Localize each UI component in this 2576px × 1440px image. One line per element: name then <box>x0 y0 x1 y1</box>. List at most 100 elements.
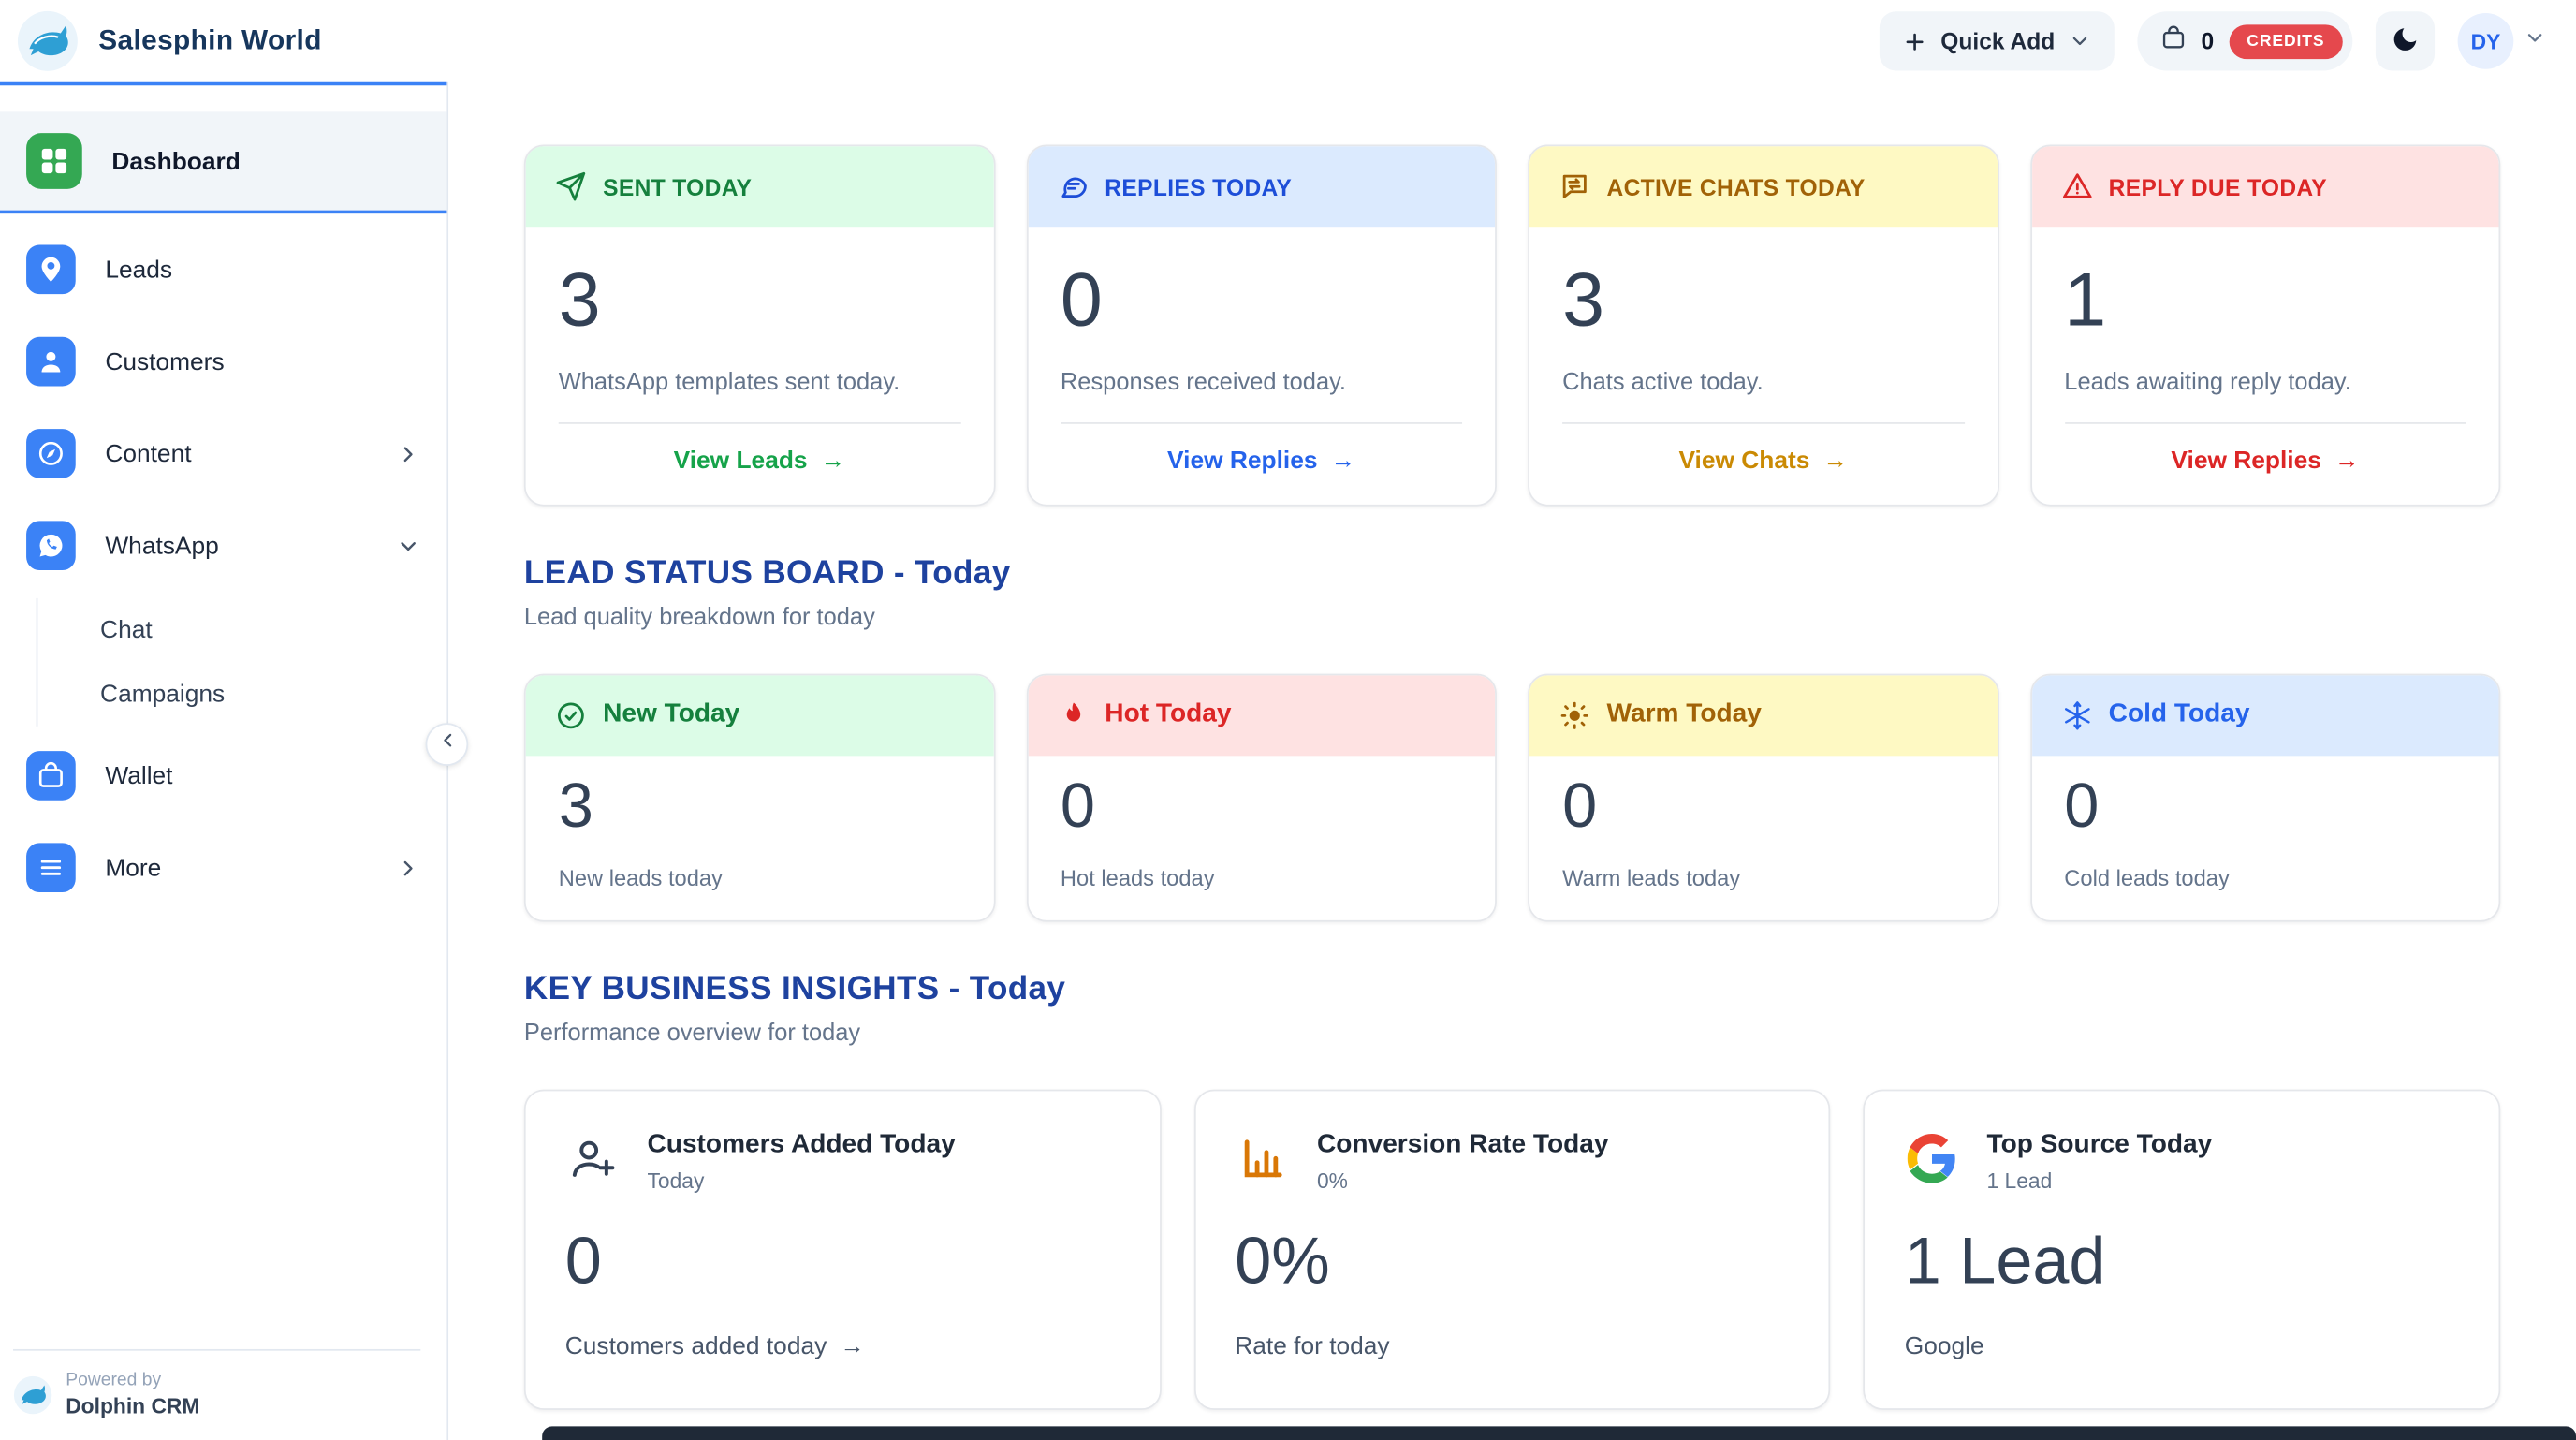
view-chats-link[interactable]: View Chats → <box>1562 447 1964 475</box>
insight-footer-label: Rate for today <box>1235 1332 1390 1361</box>
sidebar-item-wallet[interactable]: Wallet <box>0 736 446 815</box>
stat-card-active-chats-today: ACTIVE CHATS TODAY 3 Chats active today.… <box>1528 144 1999 507</box>
insight-footer-label: Google <box>1904 1332 1984 1361</box>
header-actions: Quick Add 0 CREDITS DY <box>1880 11 2547 71</box>
credits-pill[interactable]: 0 CREDITS <box>2137 11 2353 71</box>
insight-cards-row: Customers Added Today Today 0 Customers … <box>523 1089 2501 1410</box>
insight-footer-label: Customers added today <box>564 1332 827 1361</box>
dashboard-grid-icon <box>26 133 82 189</box>
view-leads-link[interactable]: View Leads → <box>559 447 960 475</box>
sidebar-item-label: WhatsApp <box>105 531 219 560</box>
sidebar-item-whatsapp[interactable]: WhatsApp <box>0 507 446 585</box>
link-label: View Replies <box>2171 447 2321 476</box>
footer-bar <box>542 1426 2576 1440</box>
stat-description: Chats active today. <box>1562 369 1764 396</box>
arrow-right-icon: → <box>820 447 845 476</box>
status-caption: Warm leads today <box>1562 865 1741 891</box>
insight-card-top-source: Top Source Today 1 Lead 1 Lead Google <box>1863 1089 2501 1410</box>
chevron-left-icon <box>436 729 458 759</box>
view-replies-due-link[interactable]: View Replies → <box>2064 447 2466 475</box>
whatsapp-submenu: Chat Campaigns <box>36 597 447 727</box>
sidebar-item-content[interactable]: Content <box>0 414 446 492</box>
insight-heading: Top Source Today 1 Lead <box>1986 1130 2212 1193</box>
insight-card-conversion-rate: Conversion Rate Today 0% 0% Rate for tod… <box>1193 1089 1831 1410</box>
avatar: DY <box>2457 13 2514 69</box>
arrow-right-icon: → <box>1822 447 1848 476</box>
user-menu[interactable]: DY <box>2457 13 2547 69</box>
sidebar-footer: Powered by Dolphin CRM <box>13 1348 421 1418</box>
insight-value: 1 Lead <box>1904 1226 2106 1299</box>
status-card-hot-today: Hot Today 0 Hot leads today <box>1026 673 1497 922</box>
insight-card-customers-added: Customers Added Today Today 0 Customers … <box>523 1089 1162 1410</box>
sidebar-item-label: More <box>105 853 162 882</box>
status-title: Warm Today <box>1606 700 1762 729</box>
person-plus-icon <box>565 1130 622 1186</box>
link-label: View Chats <box>1678 447 1810 476</box>
status-caption: Cold leads today <box>2064 865 2230 891</box>
whatsapp-icon <box>26 521 76 571</box>
status-value: 0 <box>1060 771 1096 842</box>
stat-card-reply-due-today: REPLY DUE TODAY 1 Leads awaiting reply t… <box>2029 144 2501 507</box>
sidebar-item-leads[interactable]: Leads <box>0 230 446 309</box>
sidebar-item-chat[interactable]: Chat <box>100 616 153 644</box>
app-title: Salesphin World <box>98 24 322 56</box>
status-caption: New leads today <box>558 865 723 891</box>
chevron-down-icon <box>2068 30 2091 53</box>
stat-card-replies-today: REPLIES TODAY 0 Responses received today… <box>1026 144 1497 507</box>
insight-footer-text: Rate for today <box>1235 1332 1790 1360</box>
wallet-icon <box>2160 23 2187 58</box>
main-layout: Dashboard Leads Customers <box>0 81 2576 1440</box>
person-icon <box>26 336 76 387</box>
google-icon <box>1905 1130 1961 1186</box>
powered-by-label: Powered by <box>66 1370 162 1390</box>
insight-heading: Conversion Rate Today 0% <box>1317 1130 1609 1193</box>
stat-title: REPLY DUE TODAY <box>2108 173 2327 200</box>
sidebar-item-campaigns[interactable]: Campaigns <box>100 680 226 709</box>
chevron-right-icon <box>396 856 420 880</box>
sidebar: Dashboard Leads Customers <box>0 81 469 1440</box>
wallet-bag-icon <box>26 751 76 801</box>
view-replies-link[interactable]: View Replies → <box>1061 447 1462 475</box>
sidebar-collapse-button[interactable] <box>425 723 469 766</box>
status-card-warm-today: Warm Today 0 Warm leads today <box>1528 673 1999 922</box>
link-label: View Leads <box>673 447 808 476</box>
stat-cards-row: SENT TODAY 3 WhatsApp templates sent tod… <box>523 144 2501 507</box>
chevron-right-icon <box>396 441 420 465</box>
insight-title: Conversion Rate Today <box>1316 1130 1609 1159</box>
arrow-right-icon: → <box>2334 447 2360 476</box>
link-label: View Replies <box>1167 447 1318 476</box>
sidebar-item-customers[interactable]: Customers <box>0 322 446 401</box>
sidebar-item-dashboard[interactable]: Dashboard <box>0 111 447 214</box>
stat-value: 0 <box>1060 256 1103 343</box>
arrow-right-icon: → <box>840 1332 865 1361</box>
status-card-new-today: New Today 3 New leads today <box>523 673 995 922</box>
customers-added-link[interactable]: Customers added today → <box>565 1332 1120 1360</box>
sidebar-item-more[interactable]: More <box>0 829 446 907</box>
insight-footer-text: Google <box>1905 1332 2460 1360</box>
lead-status-section-title: LEAD STATUS BOARD - Today <box>523 555 1011 592</box>
status-title: Hot Today <box>1105 700 1232 729</box>
chevron-down-icon <box>396 534 420 558</box>
insight-subtitle: 1 Lead <box>1986 1168 2053 1194</box>
quick-add-label: Quick Add <box>1940 27 2056 54</box>
crm-brand-label: Dolphin CRM <box>66 1393 200 1418</box>
insight-heading: Customers Added Today Today <box>648 1130 956 1193</box>
status-card-cold-today: Cold Today 0 Cold leads today <box>2029 673 2501 922</box>
sidebar-item-label: Content <box>105 439 192 468</box>
quick-add-button[interactable]: Quick Add <box>1880 11 2115 71</box>
dolphin-crm-logo-icon <box>13 1374 52 1414</box>
message-icon <box>1057 171 1088 202</box>
person-pin-icon <box>26 244 76 295</box>
insight-value: 0% <box>1235 1226 1330 1299</box>
sidebar-nav: Dashboard Leads Customers <box>0 81 447 920</box>
dark-mode-toggle[interactable] <box>2375 11 2436 71</box>
sidebar-item-label: Dashboard <box>111 147 241 175</box>
divider <box>1060 421 1463 424</box>
main-content: SENT TODAY 3 WhatsApp templates sent tod… <box>448 81 2576 1440</box>
dolphin-logo-icon <box>17 10 80 73</box>
stat-card-sent-today: SENT TODAY 3 WhatsApp templates sent tod… <box>523 144 995 507</box>
status-title: Cold Today <box>2108 700 2250 729</box>
status-title: New Today <box>603 700 740 729</box>
status-value: 0 <box>1562 771 1598 842</box>
